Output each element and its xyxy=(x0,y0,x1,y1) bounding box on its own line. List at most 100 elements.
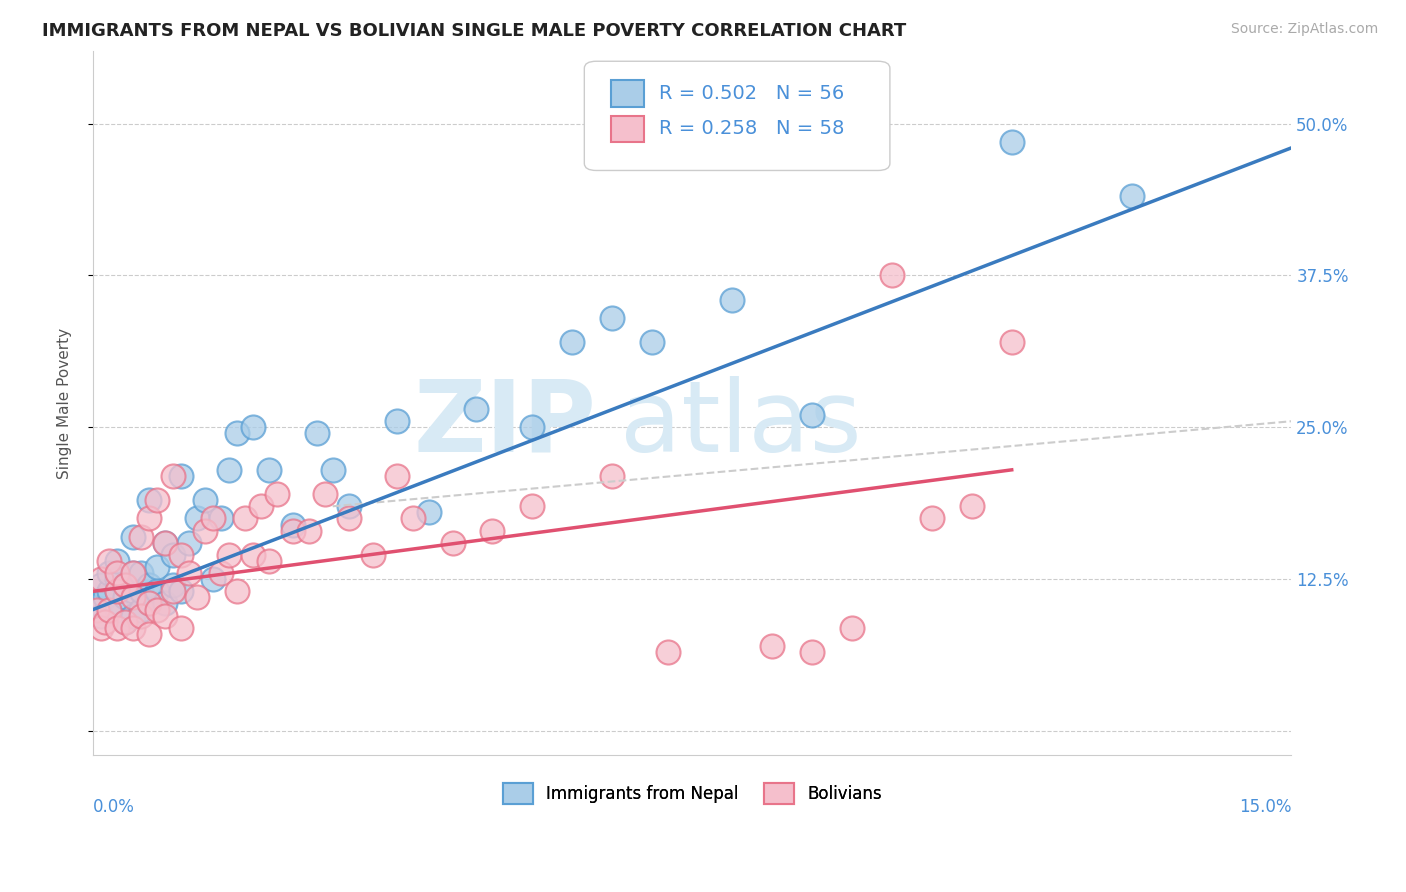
Point xyxy=(298,524,321,538)
Point xyxy=(162,469,184,483)
Point xyxy=(105,602,128,616)
Point xyxy=(801,408,824,422)
Point xyxy=(281,524,304,538)
Point xyxy=(122,566,145,580)
Point xyxy=(600,469,623,483)
Point xyxy=(170,548,193,562)
Point xyxy=(233,511,256,525)
Point xyxy=(98,554,121,568)
Point xyxy=(385,469,408,483)
Point xyxy=(114,578,136,592)
Point xyxy=(481,524,503,538)
Point xyxy=(138,597,160,611)
Point xyxy=(721,293,744,307)
Point xyxy=(122,566,145,580)
Point xyxy=(218,463,240,477)
Point xyxy=(186,511,208,525)
Point xyxy=(242,420,264,434)
Point xyxy=(138,627,160,641)
Point xyxy=(98,602,121,616)
Point xyxy=(138,493,160,508)
Point xyxy=(657,645,679,659)
Point xyxy=(162,578,184,592)
Point xyxy=(225,426,247,441)
Point xyxy=(94,591,117,605)
Point xyxy=(170,584,193,599)
Point xyxy=(209,511,232,525)
Point xyxy=(385,414,408,428)
Point xyxy=(194,524,217,538)
Point xyxy=(90,572,112,586)
Point xyxy=(177,535,200,549)
Point xyxy=(561,335,583,350)
FancyBboxPatch shape xyxy=(610,80,644,107)
Point xyxy=(105,572,128,586)
Point xyxy=(257,554,280,568)
Point xyxy=(105,554,128,568)
Text: 15.0%: 15.0% xyxy=(1239,797,1291,815)
Point xyxy=(177,566,200,580)
Point xyxy=(201,572,224,586)
Point xyxy=(880,268,903,283)
Point xyxy=(129,530,152,544)
Point xyxy=(114,615,136,629)
Point xyxy=(105,584,128,599)
Point xyxy=(153,597,176,611)
Text: R = 0.258   N = 58: R = 0.258 N = 58 xyxy=(658,120,844,138)
Text: Source: ZipAtlas.com: Source: ZipAtlas.com xyxy=(1230,22,1378,37)
Point xyxy=(138,511,160,525)
Point xyxy=(218,548,240,562)
Point xyxy=(129,602,152,616)
Point xyxy=(90,621,112,635)
Point xyxy=(146,560,169,574)
Point xyxy=(105,584,128,599)
Point xyxy=(153,535,176,549)
Point xyxy=(153,608,176,623)
Point xyxy=(122,591,145,605)
Point xyxy=(337,511,360,525)
Point xyxy=(600,310,623,325)
Point xyxy=(266,487,288,501)
Point xyxy=(641,335,664,350)
Point xyxy=(122,530,145,544)
Point xyxy=(257,463,280,477)
Point xyxy=(841,621,863,635)
Point xyxy=(122,621,145,635)
Point xyxy=(90,578,112,592)
Point xyxy=(114,615,136,629)
Y-axis label: Single Male Poverty: Single Male Poverty xyxy=(58,327,72,479)
Text: ZIP: ZIP xyxy=(413,376,596,473)
Point xyxy=(418,505,440,519)
Point xyxy=(201,511,224,525)
Point xyxy=(337,500,360,514)
Point xyxy=(801,645,824,659)
Text: atlas: atlas xyxy=(620,376,862,473)
Point xyxy=(522,420,544,434)
FancyBboxPatch shape xyxy=(610,115,644,143)
Point xyxy=(186,591,208,605)
Point xyxy=(105,566,128,580)
Point xyxy=(129,584,152,599)
Point xyxy=(209,566,232,580)
Point xyxy=(86,597,108,611)
Point xyxy=(960,500,983,514)
Point xyxy=(170,621,193,635)
Text: 0.0%: 0.0% xyxy=(93,797,135,815)
Point xyxy=(98,602,121,616)
Point xyxy=(94,615,117,629)
Point xyxy=(86,602,108,616)
Point xyxy=(305,426,328,441)
Point xyxy=(138,597,160,611)
Point xyxy=(281,517,304,532)
Point xyxy=(98,566,121,580)
Text: R = 0.502   N = 56: R = 0.502 N = 56 xyxy=(658,84,844,103)
Point xyxy=(314,487,336,501)
Point xyxy=(1121,189,1143,203)
Point xyxy=(249,500,271,514)
Point xyxy=(114,578,136,592)
Point xyxy=(225,584,247,599)
Point xyxy=(761,639,783,653)
Point xyxy=(153,535,176,549)
Point xyxy=(441,535,464,549)
Point xyxy=(162,584,184,599)
